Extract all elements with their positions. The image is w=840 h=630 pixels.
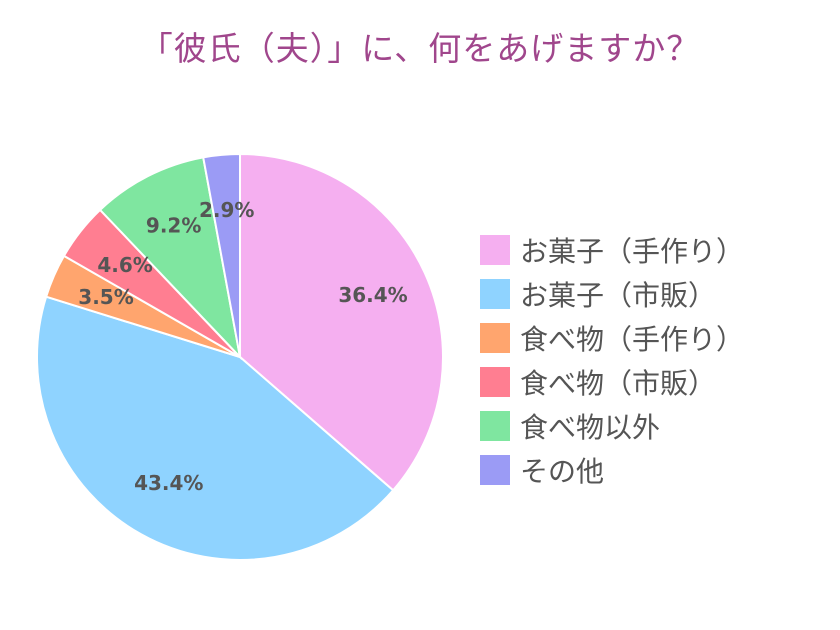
pie-slice-label-4: 9.2% bbox=[146, 213, 201, 237]
legend: お菓子（手作り） お菓子（市販） 食べ物（手作り） 食べ物（市販） 食べ物以外その他 bbox=[480, 228, 744, 492]
chart-title: 「彼氏（夫）」に、何をあげますか？ bbox=[139, 29, 701, 68]
pie-slice-label-3: 4.6% bbox=[97, 253, 152, 277]
legend-item-0[interactable]: お菓子（手作り） bbox=[480, 228, 744, 272]
legend-label-0: お菓子（手作り） bbox=[520, 235, 745, 268]
legend-label-3: 食べ物（市販） bbox=[520, 367, 717, 400]
legend-swatch-4 bbox=[480, 411, 510, 441]
legend-label-5: その他 bbox=[520, 455, 605, 488]
pie-slice-label-2: 3.5% bbox=[78, 285, 133, 309]
pie-slice-4 bbox=[98, 156, 242, 361]
legend-swatch-2 bbox=[480, 323, 510, 353]
legend-item-4[interactable]: 食べ物以外 bbox=[480, 404, 744, 448]
pie-slice-label-1: 43.4% bbox=[134, 471, 203, 495]
legend-swatch-1 bbox=[480, 279, 510, 309]
legend-item-2[interactable]: 食べ物（手作り） bbox=[480, 316, 744, 360]
pie-slice-label-0: 36.4% bbox=[338, 283, 407, 307]
legend-item-3[interactable]: 食べ物（市販） bbox=[480, 360, 744, 404]
pie-slice-5 bbox=[202, 152, 241, 358]
legend-label-4: 食べ物以外 bbox=[520, 411, 661, 444]
legend-item-1[interactable]: お菓子（市販） bbox=[480, 272, 744, 316]
pie-slices bbox=[36, 152, 444, 561]
legend-swatch-0 bbox=[480, 235, 510, 265]
legend-swatch-3 bbox=[480, 367, 510, 397]
pie-slice-1 bbox=[36, 295, 395, 561]
legend-swatch-5 bbox=[480, 455, 510, 485]
pie-slice-labels: 36.4% 43.4% 3.5% 4.6% 9.2%2.9% bbox=[78, 198, 407, 495]
legend-label-1: お菓子（市販） bbox=[520, 279, 717, 312]
legend-label-2: 食べ物（手作り） bbox=[520, 323, 745, 356]
pie-slice-0 bbox=[239, 152, 444, 492]
legend-item-5[interactable]: その他 bbox=[480, 448, 744, 492]
pie-slice-label-5: 2.9% bbox=[199, 198, 254, 222]
